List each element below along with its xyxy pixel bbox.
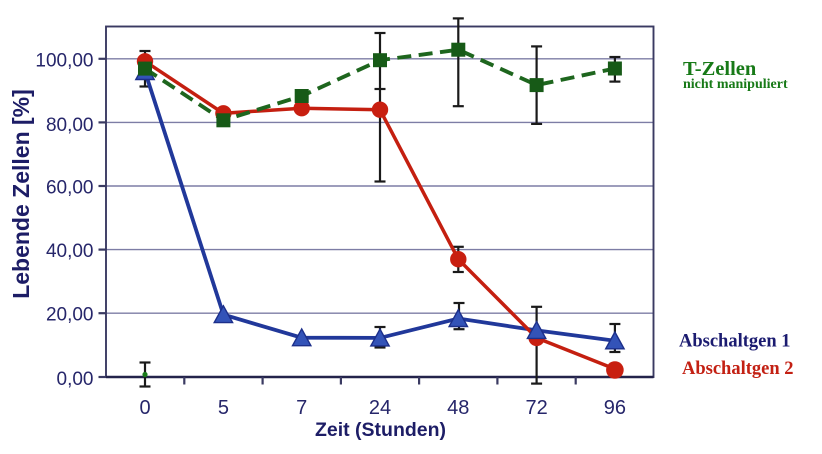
svg-text:24: 24: [369, 397, 391, 419]
svg-text:72: 72: [525, 397, 547, 419]
svg-text:0: 0: [139, 397, 150, 419]
svg-text:20,00: 20,00: [46, 304, 94, 325]
svg-text:T-Zellen: T-Zellen: [683, 58, 757, 80]
svg-text:96: 96: [604, 397, 626, 419]
svg-text:7: 7: [296, 397, 307, 419]
svg-text:80,00: 80,00: [46, 115, 94, 136]
svg-text:60,00: 60,00: [46, 178, 94, 199]
svg-text:100,00: 100,00: [35, 51, 93, 72]
svg-text:Lebende Zellen [%]: Lebende Zellen [%]: [8, 89, 34, 299]
svg-text:Abschaltgen 2: Abschaltgen 2: [682, 359, 794, 379]
svg-text:nicht manipuliert: nicht manipuliert: [683, 77, 788, 92]
svg-text:Zeit (Stunden): Zeit (Stunden): [315, 419, 446, 441]
svg-text:0,00: 0,00: [57, 369, 94, 390]
svg-text:Abschaltgen 1: Abschaltgen 1: [679, 332, 791, 352]
svg-text:48: 48: [447, 397, 469, 419]
svg-text:5: 5: [218, 397, 229, 419]
svg-text:40,00: 40,00: [46, 241, 94, 262]
